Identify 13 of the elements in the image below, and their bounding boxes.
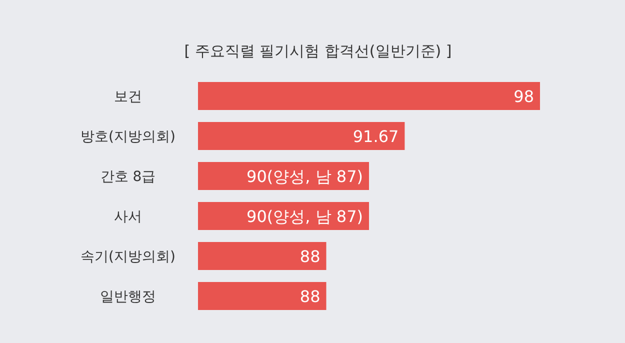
y-tick-label: 보건 [114, 89, 142, 105]
y-tick-label: 일반행정 [100, 289, 156, 305]
chart-title: [ 주요직렬 필기시험 합격선(일반기준) ] [184, 42, 452, 60]
data-label: 90(양성, 남 87) [246, 207, 363, 226]
data-label: 88 [300, 247, 320, 266]
y-tick-label: 방호(지방의회) [80, 129, 176, 145]
y-tick-label: 사서 [114, 209, 142, 225]
data-label: 91.67 [352, 127, 399, 146]
y-tick-label: 간호 8급 [100, 169, 156, 185]
data-label: 88 [300, 287, 320, 306]
data-label: 90(양성, 남 87) [246, 167, 363, 186]
y-tick-label: 속기(지방의회) [80, 249, 176, 265]
data-label: 98 [514, 87, 534, 106]
